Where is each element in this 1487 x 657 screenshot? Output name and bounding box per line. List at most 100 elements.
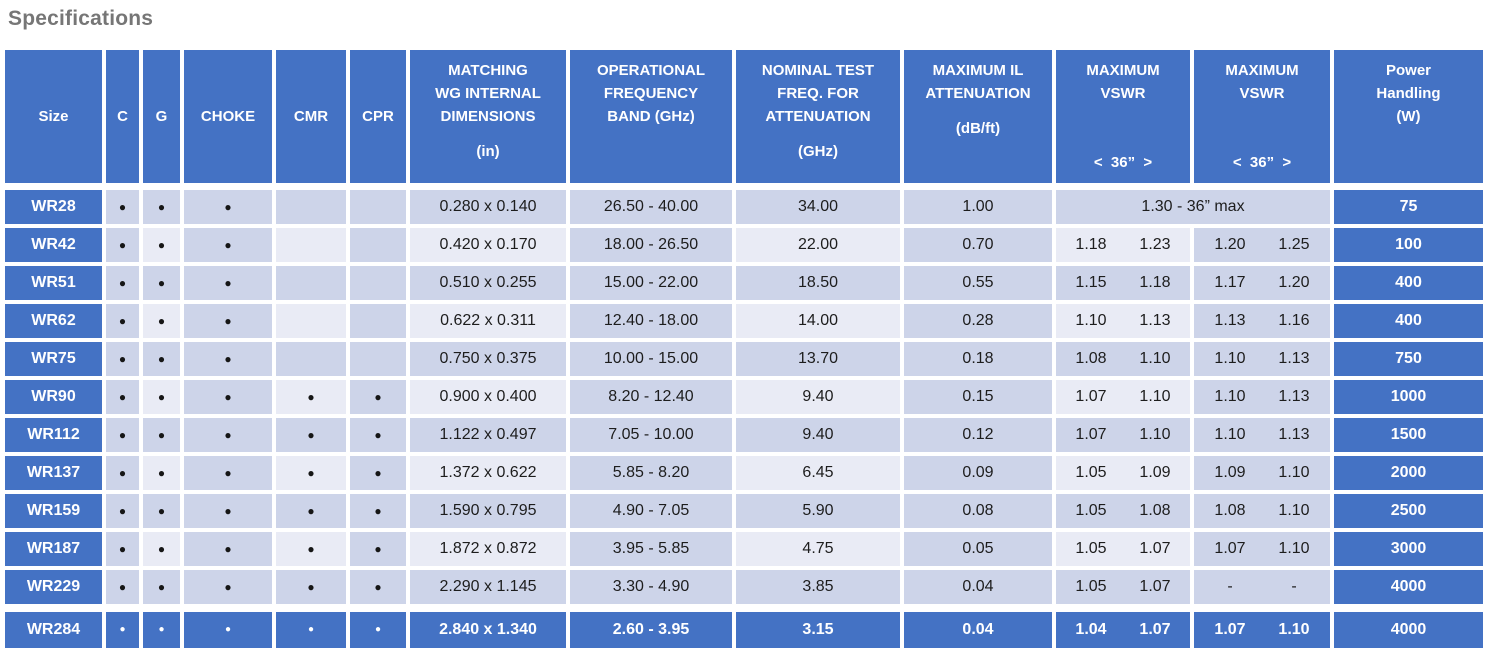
column-header-label: CMR [293, 108, 329, 125]
table-row: WR159 ● ● ● ● ● 1.590 x 0.795 4.90 - 7.05 5.90 0.… [5, 494, 1483, 528]
bullet-dot-icon: ● [118, 504, 127, 518]
bullet-dot-icon: ● [157, 276, 166, 290]
bullet-dot-icon: ● [157, 200, 166, 214]
vswr-value-pair: 1.07 1.10 [1213, 621, 1311, 639]
vswr-36less-cell: 1.08 1.10 [1056, 342, 1190, 376]
size-cell: WR62 [5, 304, 102, 338]
table-row: WR28 ● ● ● 0.280 x 0.140 26.50 - 40.00 34.00 1.… [5, 190, 1483, 224]
vswr-value: 1.07 [1139, 621, 1171, 638]
vswr-value-pair: -- [1213, 578, 1311, 596]
column-header-test: NOMINAL TEST FREQ. FOR ATTENUATION (GHz) [736, 50, 900, 183]
freq-band-cell: 15.00 - 22.00 [570, 266, 732, 300]
dims-cell: 0.750 x 0.375 [410, 342, 566, 376]
vswr-value-pair: 1.20 1.25 [1213, 236, 1311, 254]
flag-cell-cmr: ● [276, 532, 346, 566]
bullet-dot-icon: ● [307, 580, 315, 594]
il-attenuation-cell: 0.12 [904, 418, 1052, 452]
column-header-label: Size [38, 108, 69, 125]
flag-cell-cpr: ● [350, 612, 406, 648]
freq-band-cell: 7.05 - 10.00 [570, 418, 732, 452]
column-header-label: G [155, 108, 168, 125]
flag-cell-choke: ● [184, 228, 272, 262]
vswr-value: 1.13 [1278, 388, 1310, 405]
column-header-vswr1: MAXIMUM VSWR < 36” > [1056, 50, 1190, 183]
bullet-dot-icon: ● [158, 624, 165, 635]
vswr-value: 1.07 [1214, 540, 1246, 557]
dims-cell: 1.872 x 0.872 [410, 532, 566, 566]
flag-cell-c: ● [106, 570, 139, 604]
vswr-value: 1.10 [1075, 312, 1107, 329]
size-cell: WR75 [5, 342, 102, 376]
dims-cell: 0.900 x 0.400 [410, 380, 566, 414]
vswr-value: 1.17 [1214, 274, 1246, 291]
flag-cell-cmr: ● [276, 380, 346, 414]
size-cell: WR137 [5, 456, 102, 490]
il-attenuation-cell: 0.05 [904, 532, 1052, 566]
vswr-36more-cell: 1.10 1.13 [1194, 380, 1330, 414]
dims-cell: 0.420 x 0.170 [410, 228, 566, 262]
column-header-vswr2: MAXIMUM VSWR < 36” > [1194, 50, 1330, 183]
vswr-value: 1.10 [1278, 502, 1310, 519]
vswr-value: 1.20 [1214, 236, 1246, 253]
flag-cell-cpr [350, 342, 406, 376]
flag-cell-g: ● [143, 266, 180, 300]
vswr-value: 1.10 [1139, 426, 1171, 443]
vswr-value: 1.10 [1139, 388, 1171, 405]
bullet-dot-icon: ● [118, 542, 127, 556]
column-header-il: MAXIMUM IL ATTENUATION (dB/ft) [904, 50, 1052, 183]
flag-cell-choke: ● [184, 532, 272, 566]
flag-cell-choke: ● [184, 190, 272, 224]
vswr-36more-cell: 1.07 1.10 [1194, 532, 1330, 566]
bullet-dot-icon: ● [224, 314, 232, 328]
bullet-dot-icon: ● [374, 428, 382, 442]
column-header-label: MAXIMUM VSWR [1086, 62, 1160, 102]
flag-cell-cpr [350, 304, 406, 338]
bullet-dot-icon: ● [224, 390, 232, 404]
size-cell: WR42 [5, 228, 102, 262]
vswr-36less-cell: 1.05 1.07 [1056, 570, 1190, 604]
bullet-dot-icon: ● [157, 580, 166, 594]
il-attenuation-cell: 0.15 [904, 380, 1052, 414]
test-freq-cell: 22.00 [736, 228, 900, 262]
column-header-sublabel: < 36” > [1093, 154, 1153, 171]
bullet-dot-icon: ● [307, 542, 315, 556]
vswr-36more-cell: 1.13 1.16 [1194, 304, 1330, 338]
vswr-value-pair: 1.07 1.10 [1074, 426, 1172, 444]
flag-cell-cmr: ● [276, 456, 346, 490]
vswr-36less-cell: 1.05 1.09 [1056, 456, 1190, 490]
column-header-sublabel: (dB/ft) [955, 120, 1001, 137]
vswr-36less-cell: 1.10 1.13 [1056, 304, 1190, 338]
size-cell: WR229 [5, 570, 102, 604]
vswr-value: 1.09 [1214, 464, 1246, 481]
dims-cell: 2.840 x 1.340 [410, 612, 566, 648]
flag-cell-c: ● [106, 304, 139, 338]
vswr-value-pair: 1.05 1.09 [1074, 464, 1172, 482]
vswr-value: 1.18 [1139, 274, 1171, 291]
flag-cell-c: ● [106, 228, 139, 262]
freq-band-cell: 3.30 - 4.90 [570, 570, 732, 604]
vswr-value: 1.13 [1278, 426, 1310, 443]
freq-band-cell: 12.40 - 18.00 [570, 304, 732, 338]
bullet-dot-icon: ● [157, 504, 166, 518]
size-cell: WR51 [5, 266, 102, 300]
vswr-36more-cell: 1.20 1.25 [1194, 228, 1330, 262]
vswr-value: 1.16 [1278, 312, 1310, 329]
vswr-value-pair: 1.18 1.23 [1074, 236, 1172, 254]
flag-cell-choke: ● [184, 570, 272, 604]
flag-cell-c: ● [106, 418, 139, 452]
bullet-dot-icon: ● [119, 624, 126, 635]
vswr-value-pair: 1.13 1.16 [1213, 312, 1311, 330]
vswr-36less-cell: 1.05 1.08 [1056, 494, 1190, 528]
bullet-dot-icon: ● [374, 390, 382, 404]
flag-cell-c: ● [106, 342, 139, 376]
bullet-dot-icon: ● [118, 276, 127, 290]
power-cell: 4000 [1334, 612, 1483, 648]
test-freq-cell: 13.70 [736, 342, 900, 376]
test-freq-cell: 9.40 [736, 418, 900, 452]
flag-cell-cpr: ● [350, 456, 406, 490]
power-cell: 3000 [1334, 532, 1483, 566]
bullet-dot-icon: ● [224, 466, 232, 480]
vswr-value: 1.09 [1139, 464, 1171, 481]
vswr-36more-cell: 1.10 1.13 [1194, 342, 1330, 376]
freq-band-cell: 5.85 - 8.20 [570, 456, 732, 490]
